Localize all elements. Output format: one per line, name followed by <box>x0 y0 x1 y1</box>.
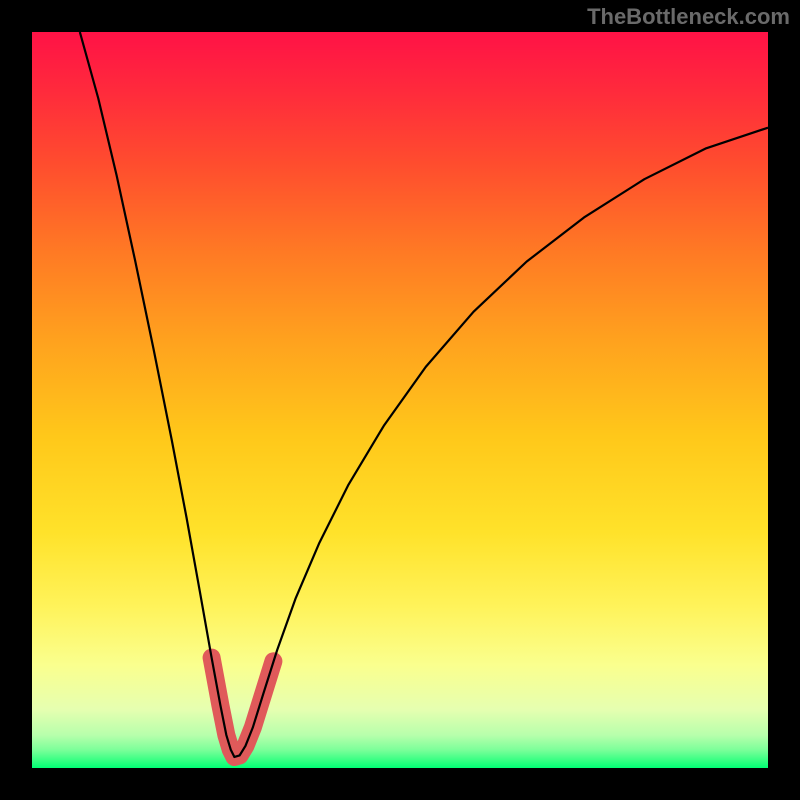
bottleneck-curve <box>80 32 768 757</box>
plot-area <box>32 32 768 768</box>
frame-bottom <box>0 768 800 800</box>
watermark-text: TheBottleneck.com <box>587 4 790 30</box>
frame-right <box>768 0 800 800</box>
curve-layer <box>32 32 768 768</box>
frame-left <box>0 0 32 800</box>
